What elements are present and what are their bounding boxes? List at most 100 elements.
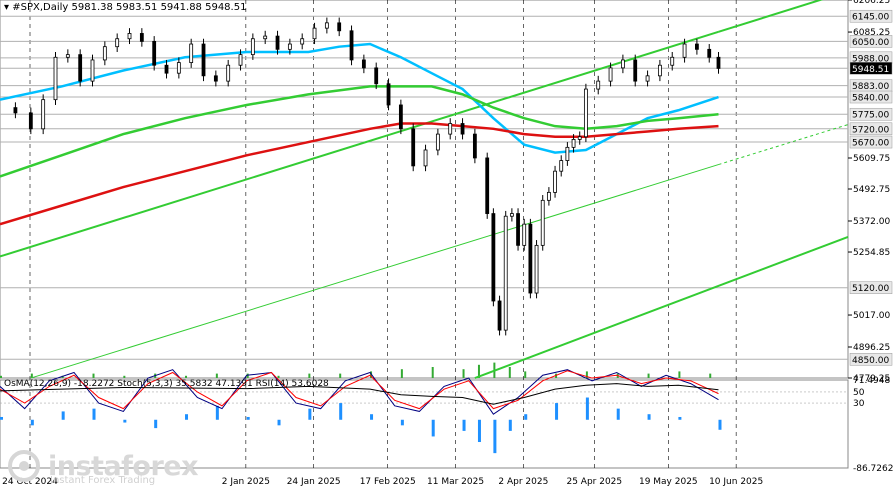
volume-bar bbox=[0, 375, 2, 378]
candle-body bbox=[263, 35, 268, 40]
volume-bar bbox=[678, 371, 681, 378]
channel-line bbox=[474, 235, 849, 380]
candle-body bbox=[682, 43, 687, 58]
channel-line bbox=[0, 30, 719, 258]
candle-body bbox=[238, 54, 243, 66]
candle-body bbox=[13, 107, 18, 114]
candle-body bbox=[670, 56, 675, 66]
candle-body bbox=[53, 56, 58, 101]
osma-bar bbox=[123, 419, 127, 423]
candle-body bbox=[275, 35, 280, 50]
osc-tick-label: 30 bbox=[853, 399, 865, 409]
volume-bar bbox=[647, 373, 650, 378]
osma-bar bbox=[30, 419, 34, 426]
volume-bar bbox=[92, 373, 95, 378]
candle-body bbox=[337, 22, 342, 32]
osma-bar bbox=[431, 419, 435, 437]
x-tick-label: 24 Oct 2024 bbox=[2, 477, 58, 487]
x-tick-label: 2 Jan 2025 bbox=[222, 477, 270, 487]
osma-bar bbox=[400, 419, 404, 426]
candle-body bbox=[516, 213, 520, 246]
volume-bar bbox=[709, 373, 712, 378]
osma-bar bbox=[61, 411, 65, 420]
x-tick-label: 11 Mar 2025 bbox=[427, 477, 484, 487]
x-tick-label: 24 Jan 2025 bbox=[287, 477, 341, 487]
osma-bar bbox=[647, 414, 651, 420]
volume-bar bbox=[246, 373, 249, 378]
candle-body bbox=[28, 112, 33, 130]
candle-body bbox=[633, 59, 638, 82]
candle-body bbox=[608, 67, 613, 82]
candle-body bbox=[553, 170, 557, 193]
osma-bar bbox=[339, 403, 343, 420]
level-price-tag bbox=[849, 135, 893, 149]
candle-body bbox=[534, 244, 539, 294]
rsi-line bbox=[0, 383, 719, 405]
candle-body bbox=[577, 136, 582, 140]
osc-tick-label: -86.7262 bbox=[853, 464, 893, 474]
candle-body bbox=[176, 62, 181, 74]
osma-bar bbox=[215, 405, 219, 420]
candle-body bbox=[41, 99, 46, 130]
volume-bar bbox=[215, 373, 218, 378]
chart-ohlc: 5981.38 5983.51 5941.88 5948.51 bbox=[71, 2, 247, 13]
osma-bar bbox=[154, 419, 158, 429]
candle-body bbox=[540, 199, 545, 246]
level-price-tag bbox=[849, 107, 893, 121]
candle-body bbox=[65, 54, 70, 58]
level-price-label: 5988.00 bbox=[852, 54, 889, 64]
candle-body bbox=[583, 88, 588, 138]
candle-body bbox=[497, 300, 502, 331]
symbol-dropdown-icon[interactable]: ▾ bbox=[4, 2, 10, 13]
candle-body bbox=[423, 149, 428, 167]
level-price-label: 5775.00 bbox=[852, 111, 889, 121]
candle-body bbox=[695, 43, 699, 50]
candle-body bbox=[374, 67, 379, 85]
moving-average-line bbox=[0, 85, 719, 178]
candle-body bbox=[324, 22, 329, 29]
volume-bar bbox=[400, 369, 403, 378]
osc-tick-label: 50 bbox=[853, 388, 865, 398]
candle-body bbox=[509, 213, 514, 217]
candle-body bbox=[102, 46, 107, 61]
watermark-tagline: Instant Forex Trading bbox=[50, 475, 156, 486]
level-price-tag bbox=[849, 90, 893, 104]
candle-body bbox=[201, 43, 206, 77]
volume-bar bbox=[61, 375, 64, 378]
level-price-label: 5948.51 bbox=[852, 65, 889, 75]
osc-tick-label: 71.4948 bbox=[853, 376, 890, 386]
osma-bar bbox=[185, 414, 189, 420]
brand-logo-icon bbox=[8, 450, 40, 482]
level-price-label: 6145.00 bbox=[852, 13, 889, 23]
moving-average-line bbox=[0, 122, 719, 226]
candle-body bbox=[90, 59, 95, 82]
osma-bar bbox=[462, 419, 466, 431]
osma-bar bbox=[555, 403, 559, 420]
volume-bar bbox=[185, 375, 188, 378]
candle-body bbox=[115, 38, 120, 48]
candle-body bbox=[528, 223, 533, 294]
channel-line bbox=[718, 0, 824, 33]
level-price-tag bbox=[849, 353, 893, 366]
osma-bar bbox=[0, 416, 3, 420]
chart-symbol: #SPX,Daily bbox=[12, 2, 69, 13]
y-tick-label: 6085.25 bbox=[853, 28, 890, 38]
osma-bar bbox=[524, 414, 528, 420]
x-tick-label: 17 Feb 2025 bbox=[360, 477, 416, 487]
y-tick-label: 5492.75 bbox=[853, 185, 890, 195]
candle-body bbox=[435, 133, 440, 151]
osma-bar bbox=[277, 419, 281, 426]
candle-body bbox=[571, 138, 576, 148]
main-pane-frame bbox=[0, 0, 849, 379]
candle-body bbox=[164, 64, 169, 74]
candle-body bbox=[213, 75, 218, 82]
volume-bar bbox=[431, 367, 434, 378]
level-price-tag bbox=[849, 62, 893, 75]
stoch-k-line bbox=[0, 369, 719, 415]
candle-body bbox=[448, 123, 453, 135]
volume-bar bbox=[508, 367, 511, 378]
level-price-label: 5883.00 bbox=[852, 82, 889, 92]
channel-line bbox=[718, 124, 849, 166]
